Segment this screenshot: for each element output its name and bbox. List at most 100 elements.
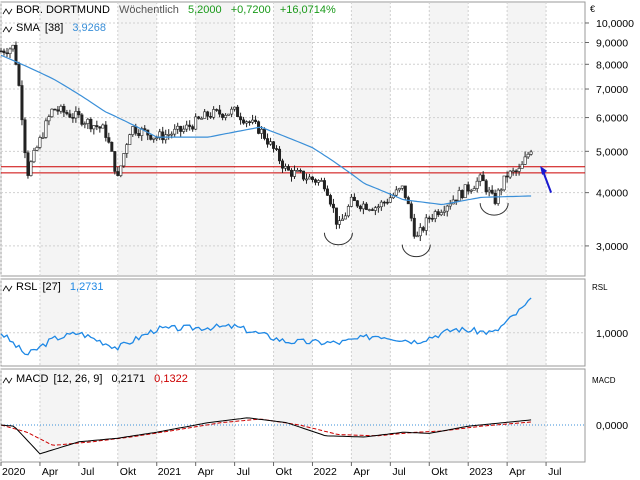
x-tick-label: Jul [237,466,250,478]
rsl-axis-title: RSL [592,283,608,292]
candle-body [526,153,530,158]
signal-value: 0,1322 [154,373,188,385]
price-tick-label: 4,0000 [596,188,628,200]
candle-body [514,170,518,173]
legend-glyph-icon [2,377,13,384]
band [507,370,547,461]
candle-body [481,174,485,182]
sma-value: 3,9268 [72,22,106,34]
candle-body [403,185,407,198]
candle-body [379,201,383,208]
candle-body [298,170,302,172]
candle-body [278,148,282,162]
candle-body [86,118,90,124]
candle-body [110,141,114,152]
candle-body [56,109,60,112]
breakout-arrowhead [540,165,548,175]
band [117,280,157,365]
sma-line [0,54,532,206]
candle-body [304,178,308,181]
sma-param: [38] [44,22,64,34]
candle-body [74,111,78,119]
rsl-tick-label: 1,0000 [596,328,628,340]
price-tick-label: 5,0000 [596,146,628,158]
candle-body [152,137,156,140]
candle-body [511,170,515,173]
band [429,370,469,461]
candle-body [248,121,252,123]
legend-glyph-icon [2,285,13,292]
x-tick-label: Jul [81,466,94,478]
candle-body [475,180,479,189]
candle-body [427,217,431,220]
candle-body [95,125,99,128]
sma-legend: SMA [38] 3,9268 [16,22,112,34]
candle-body [140,128,144,136]
candle-body [104,124,108,138]
candle-body [59,105,63,112]
candle-body [319,180,323,182]
candle-body [155,137,159,140]
candle-body [233,106,237,110]
candle-body [176,125,180,130]
candle-body [397,188,401,191]
candle-body [284,166,288,169]
candle-body [442,210,446,213]
band [273,3,313,275]
rsl-line [0,297,532,356]
candle-body [62,105,66,113]
candle-body [316,180,320,183]
candle-body [44,120,48,138]
candle-body [376,206,380,209]
candle-body [367,209,371,211]
period-label: Wöchentlich [118,4,179,16]
candle-body [388,197,392,203]
candle-body [11,44,15,50]
macd-param: [12, 26, 9] [53,373,103,385]
x-tick-label: Jul [392,466,405,478]
candle-body [227,113,231,116]
band [429,280,469,365]
candle-body [236,106,240,117]
head-arc [401,244,431,258]
candle-body [394,189,398,196]
legend-glyph-icon [2,26,13,33]
price-header: BOR. DORTMUND Wöchentlich 5,2000 +0,7200… [16,4,342,16]
candle-body [517,168,521,172]
candle-body [361,203,365,210]
x-tick-label: Okt [276,466,292,478]
candle-body [322,180,326,190]
band [351,3,391,275]
candle-body [331,203,335,209]
candle-body [355,200,359,207]
candle-body [340,218,344,221]
band [351,370,391,461]
change-percent: +16,0714% [279,4,336,16]
x-tick-label: 2023 [469,466,493,478]
candle-body [272,141,276,149]
macd-line [0,417,532,455]
candle-body [484,180,488,193]
candle-body [254,119,258,122]
candle-body [212,109,216,118]
candle-body [230,108,234,115]
candle-body [520,164,524,169]
candle-body [424,217,428,231]
candle-body [65,112,69,115]
band [273,280,313,365]
candle-body [251,119,255,123]
price-tick-label: 7,0000 [596,84,628,96]
candle-body [158,131,162,139]
candle-body [101,124,105,129]
candle-body [364,203,368,210]
candle-body [382,201,386,204]
x-tick-label: Apr [42,466,59,478]
candle-body [206,111,210,117]
candle-body [119,165,123,176]
macd-value: 0,2171 [111,373,146,385]
candle-body [149,134,153,140]
candle-body [436,211,440,216]
candle-body [292,170,296,177]
band [195,3,235,275]
candle-body [83,123,87,125]
